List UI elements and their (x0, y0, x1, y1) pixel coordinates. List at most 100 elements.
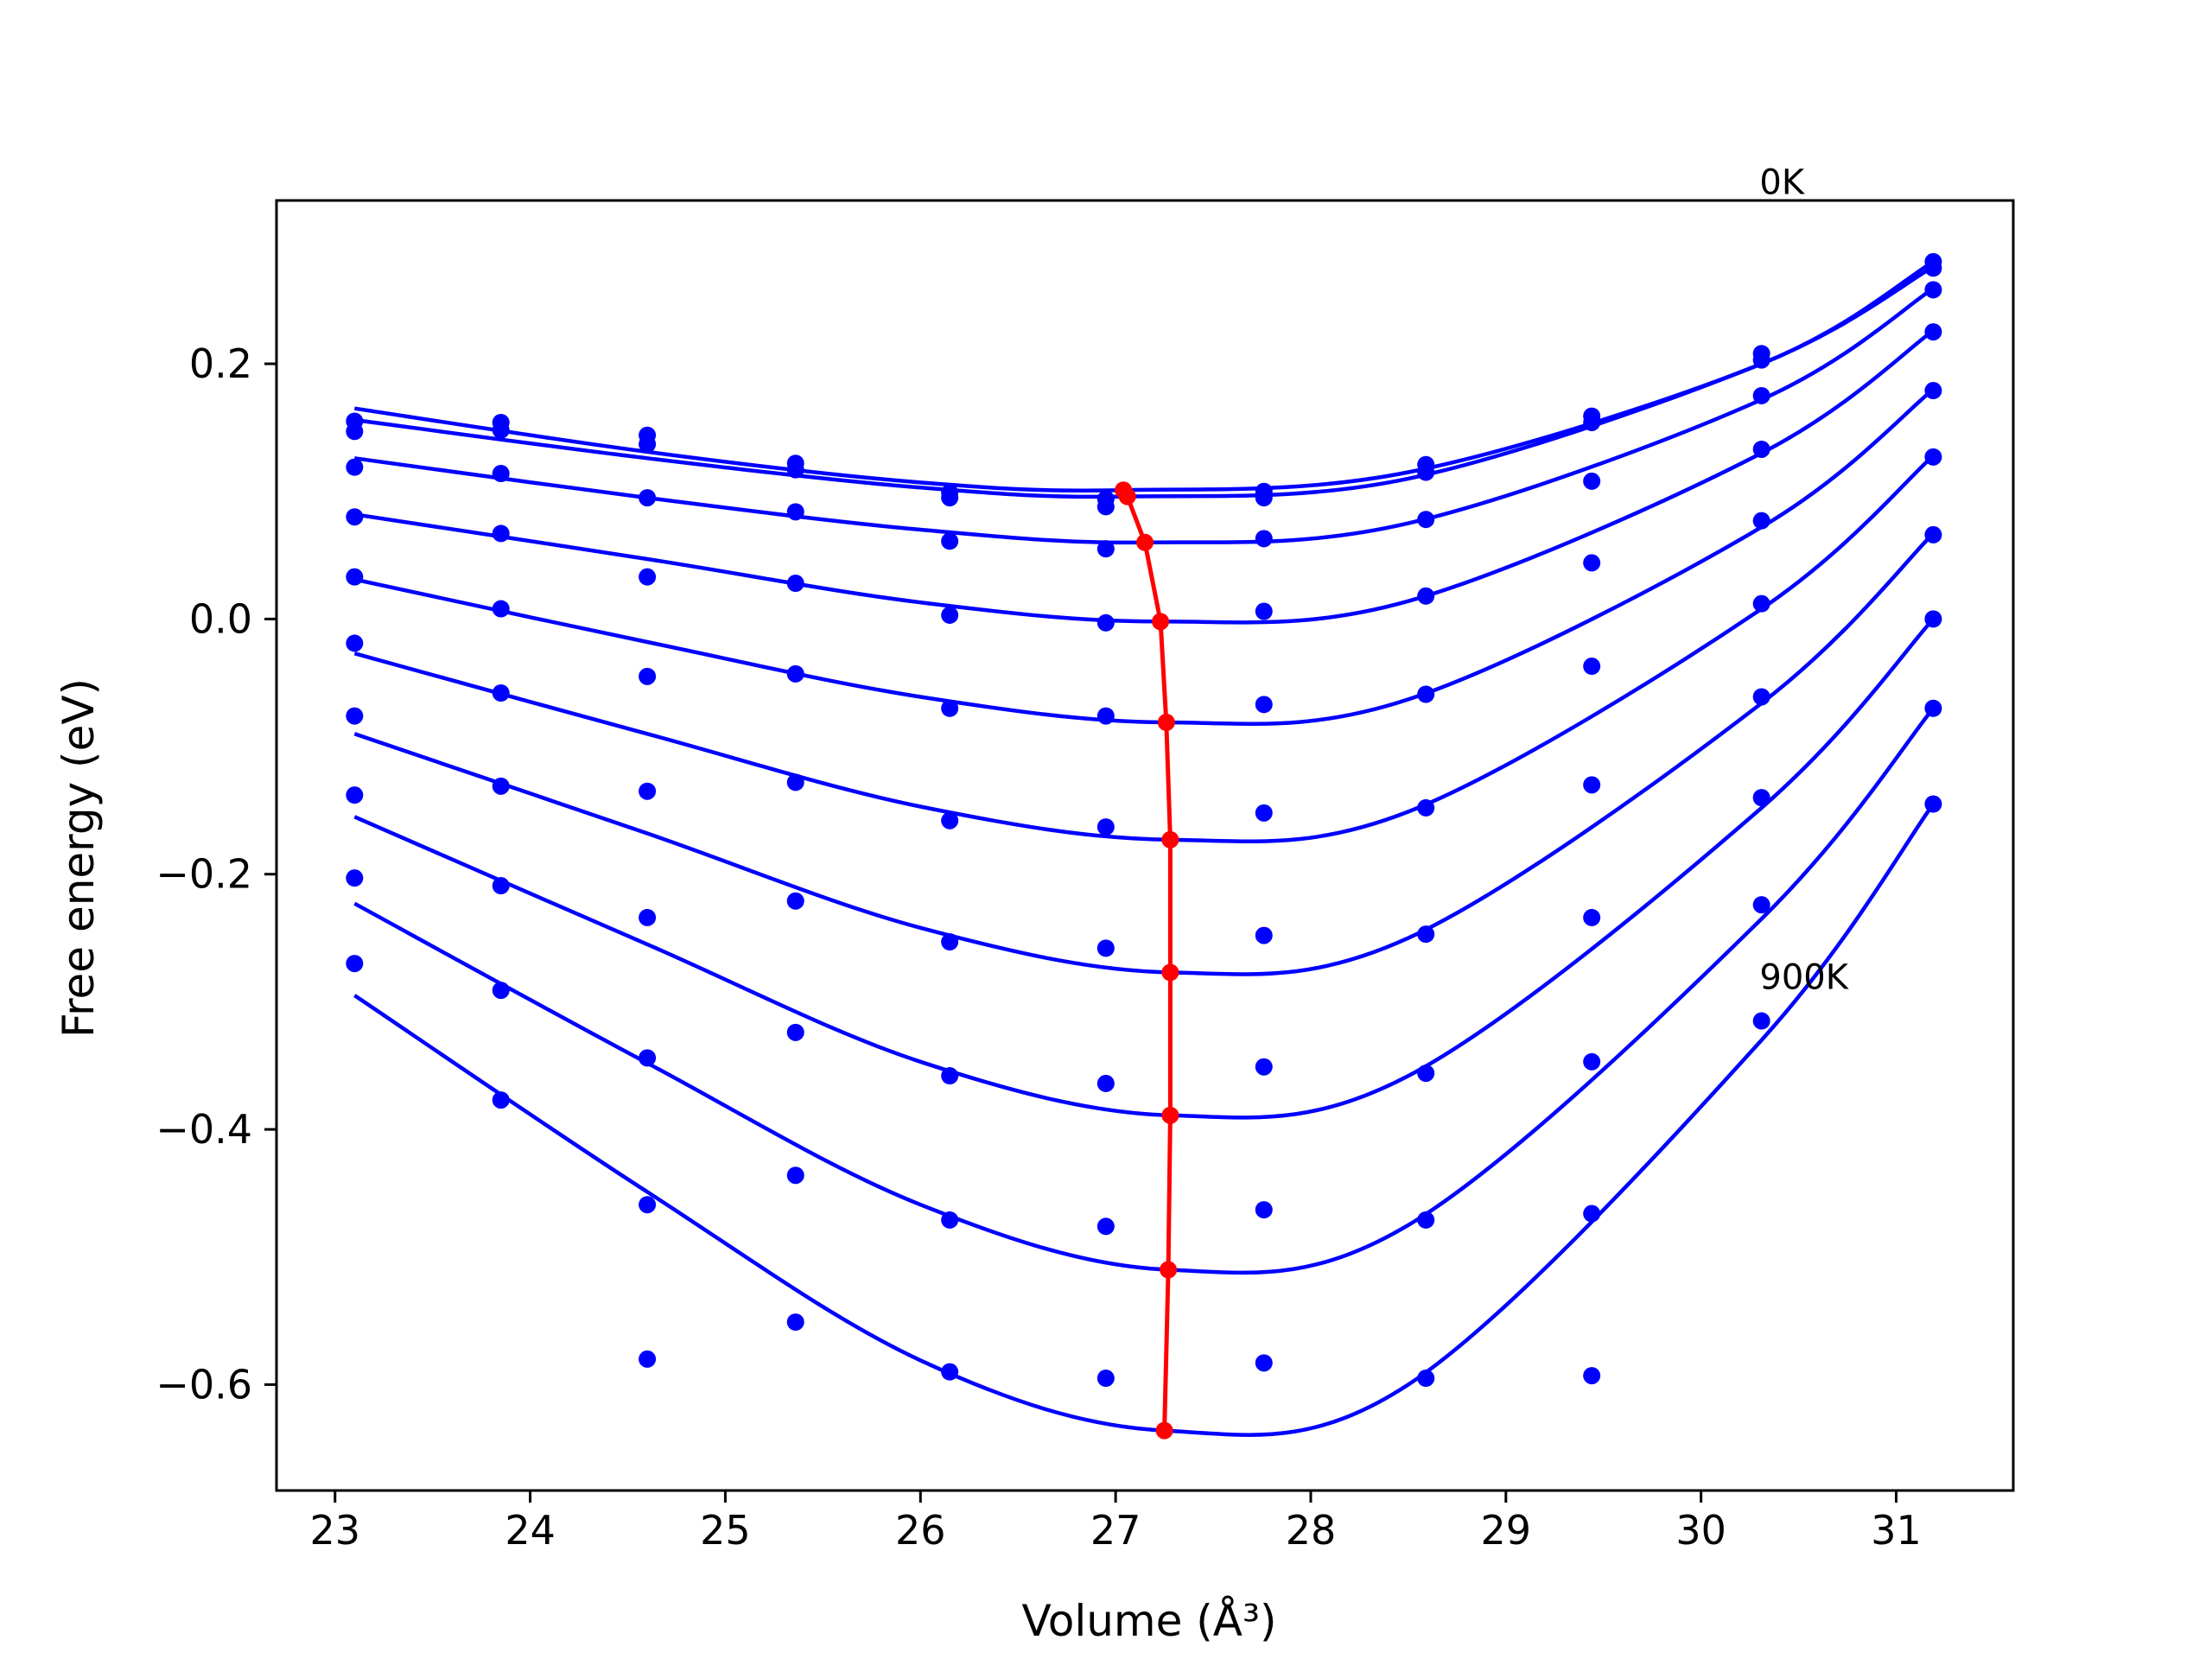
data-point-s3-9 (1583, 472, 1601, 490)
data-point-s5-10 (1752, 512, 1770, 530)
data-point-s8-6 (1096, 1074, 1115, 1092)
data-point-s10-3 (639, 1350, 657, 1368)
data-point-s8-11 (1924, 610, 1942, 628)
annotation-2: 900K (1759, 958, 1849, 998)
data-point-s9-3 (639, 1196, 657, 1214)
y-tick-label: 0.2 (189, 340, 252, 387)
data-point-s9-11 (1924, 699, 1942, 717)
annotation-1: 0K (1759, 163, 1805, 203)
minimum-track (1115, 481, 1179, 1440)
data-point-s2-3 (639, 435, 657, 454)
data-point-s8-1 (346, 786, 364, 804)
data-point-s6-8 (1417, 798, 1435, 817)
data-point-s9-7 (1255, 1201, 1273, 1219)
data-point-s3-3 (639, 489, 657, 507)
data-point-s3-8 (1417, 511, 1435, 529)
annotations: 0K 900K (1759, 163, 1849, 998)
data-point-s7-5 (941, 932, 959, 950)
data-point-s3-11 (1924, 281, 1942, 299)
x-tick-label: 24 (505, 1507, 556, 1554)
data-point-s2-9 (1583, 413, 1601, 431)
x-axis-label: Volume (Å³) (1021, 1596, 1276, 1646)
minimum-point-8 (1161, 1106, 1179, 1124)
data-point-s6-7 (1255, 804, 1273, 822)
data-point-s7-3 (639, 908, 657, 926)
data-point-s5-1 (346, 568, 364, 586)
data-point-s9-5 (941, 1211, 959, 1229)
data-point-s7-2 (492, 777, 510, 795)
data-point-s4-10 (1752, 440, 1770, 458)
data-point-s2-4 (786, 461, 804, 479)
data-point-s8-8 (1417, 1065, 1435, 1083)
data-point-s7-11 (1924, 525, 1942, 543)
data-point-s10-5 (941, 1363, 959, 1381)
data-point-s5-4 (786, 664, 804, 683)
data-point-s8-2 (492, 877, 510, 895)
data-point-s9-2 (492, 982, 510, 1000)
data-point-s4-4 (786, 575, 804, 593)
data-point-s4-9 (1583, 554, 1601, 572)
y-tick-label: 0.0 (189, 595, 252, 642)
data-point-s2-2 (492, 421, 510, 439)
data-point-s9-4 (786, 1166, 804, 1185)
data-point-s4-8 (1417, 587, 1435, 605)
data-point-s10-6 (1096, 1370, 1115, 1388)
data-point-s3-5 (941, 532, 959, 550)
y-tick-label: −0.6 (156, 1361, 252, 1408)
data-point-s4-1 (346, 508, 364, 526)
x-tick-label: 31 (1871, 1507, 1922, 1554)
data-point-s2-8 (1417, 463, 1435, 481)
y-tick-label: −0.2 (156, 851, 252, 898)
minimum-point-5 (1157, 713, 1175, 731)
data-point-s10-10 (1752, 1012, 1770, 1030)
data-point-s7-4 (786, 892, 804, 910)
data-point-s3-10 (1752, 386, 1770, 404)
plot-frame (275, 199, 2015, 1492)
x-tick-label: 29 (1481, 1507, 1532, 1554)
data-point-s3-4 (786, 503, 804, 521)
data-point-s8-4 (786, 1023, 804, 1041)
data-points (346, 252, 1942, 1388)
data-point-s4-7 (1255, 602, 1273, 620)
data-point-s2-6 (1096, 498, 1115, 516)
data-point-s3-1 (346, 458, 364, 476)
data-point-s5-3 (639, 667, 657, 685)
data-point-s10-2 (492, 1091, 510, 1109)
data-point-s9-1 (346, 869, 364, 887)
data-point-s7-7 (1255, 926, 1273, 944)
minimum-point-3 (1136, 533, 1154, 551)
data-point-s9-9 (1583, 1205, 1601, 1223)
data-point-s9-10 (1752, 896, 1770, 914)
data-point-s2-7 (1255, 489, 1273, 507)
data-point-s5-2 (492, 600, 510, 618)
data-point-s4-6 (1096, 613, 1115, 632)
x-tick-label: 26 (895, 1507, 946, 1554)
data-point-s5-7 (1255, 696, 1273, 714)
data-point-s5-5 (941, 699, 959, 717)
x-tick-label: 30 (1675, 1507, 1726, 1554)
data-point-s6-3 (639, 782, 657, 800)
data-point-s3-7 (1255, 530, 1273, 548)
data-point-s6-9 (1583, 776, 1601, 794)
data-point-s9-8 (1417, 1211, 1435, 1229)
data-point-s2-11 (1924, 259, 1942, 277)
data-point-s7-8 (1417, 925, 1435, 944)
data-point-s7-10 (1752, 688, 1770, 706)
minimum-point-10 (1155, 1421, 1173, 1440)
data-point-s3-6 (1096, 540, 1115, 558)
data-point-s8-10 (1752, 789, 1770, 807)
data-point-s10-7 (1255, 1354, 1273, 1372)
x-tick-label: 25 (700, 1507, 751, 1554)
data-point-s6-11 (1924, 448, 1942, 466)
data-point-s10-8 (1417, 1370, 1435, 1388)
data-point-s10-4 (786, 1313, 804, 1332)
data-point-s5-11 (1924, 382, 1942, 400)
data-point-s8-7 (1255, 1058, 1273, 1076)
minimum-point-6 (1161, 830, 1179, 849)
data-point-s5-6 (1096, 707, 1115, 725)
data-point-s4-3 (639, 568, 657, 586)
data-point-s10-9 (1583, 1367, 1601, 1385)
x-axis-ticks: 23 24 25 26 27 28 29 30 31 (309, 1491, 1922, 1554)
data-point-s2-10 (1752, 351, 1770, 369)
